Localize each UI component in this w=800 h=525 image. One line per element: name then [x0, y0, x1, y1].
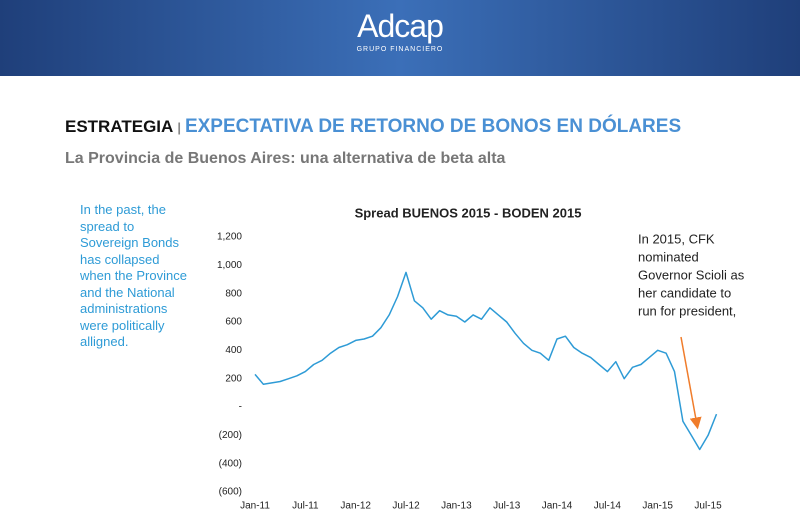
- annotation-line: In 2015, CFK: [638, 231, 715, 246]
- x-tick-label: Jan-15: [642, 501, 673, 512]
- logo-subtitle: GRUPO FINANCIERO: [356, 46, 444, 53]
- note-line: administrations: [80, 301, 168, 316]
- logo: Adcap: [357, 8, 444, 44]
- y-tick-label: 1,000: [217, 260, 242, 271]
- note-line: and the National: [80, 284, 175, 300]
- x-tick-label: Jul-11: [292, 501, 319, 512]
- y-tick-label: 400: [225, 345, 242, 356]
- note-line: In the past, the: [80, 202, 167, 217]
- x-tick-label: Jan-12: [340, 501, 371, 512]
- section: ESTRATEGIA: [65, 117, 174, 136]
- x-tick-label: Jul-12: [392, 501, 420, 512]
- y-tick-label: (400): [219, 458, 242, 469]
- y-tick-label: 800: [225, 288, 242, 299]
- x-tick-label: Jan-11: [240, 501, 270, 512]
- x-tick-label: Jul-14: [594, 501, 622, 512]
- title: EXPECTATIVA DE RETORNO DE BONOS EN DÓLAR…: [184, 116, 682, 137]
- annotation-line: run for president,: [638, 303, 736, 318]
- y-tick-label: -: [239, 402, 242, 413]
- note: In the past, the spread to Sovereign Bonds…: [80, 202, 187, 351]
- note-line: Sovereign Bonds: [80, 235, 180, 250]
- separator: |: [177, 120, 181, 135]
- y-tick-label: 1,200: [217, 232, 242, 243]
- note-line: when the Province: [80, 268, 187, 283]
- note-line: has collapsed: [80, 251, 160, 267]
- y-tick-label: 200: [225, 373, 242, 384]
- data-line: [254, 271, 718, 451]
- banner: Adcap GRUPO FINANCIERO: [0, 0, 800, 76]
- note-line: were politically: [80, 317, 165, 333]
- annotation-line: Governor Scioli as: [638, 267, 745, 282]
- chart-title: Spread BUENOS 2015 - BODEN 2015: [355, 205, 582, 220]
- heading: ESTRATEGIA | EXPECTATIVA DE RETORNO DE BON…: [65, 116, 681, 138]
- note-line: spread to: [80, 218, 135, 234]
- x-tick-label: Jul-13: [493, 501, 521, 512]
- y-tick-label: (600): [219, 487, 242, 498]
- subtitle: La Provincia de Buenos Aires: una altern…: [65, 150, 506, 167]
- annotation-line: her candidate to: [638, 285, 731, 300]
- note-line: alligned.: [80, 334, 129, 349]
- y-tick-label: (200): [219, 430, 242, 441]
- x-tick-label: Jul-15: [694, 501, 722, 512]
- y-tick-label: 600: [225, 317, 242, 328]
- x-tick-label: Jan-14: [542, 501, 573, 512]
- x-tick-label: Jan-13: [441, 501, 472, 512]
- annotation-line: nominated: [638, 249, 699, 264]
- annotation-arrow: [680, 336, 702, 430]
